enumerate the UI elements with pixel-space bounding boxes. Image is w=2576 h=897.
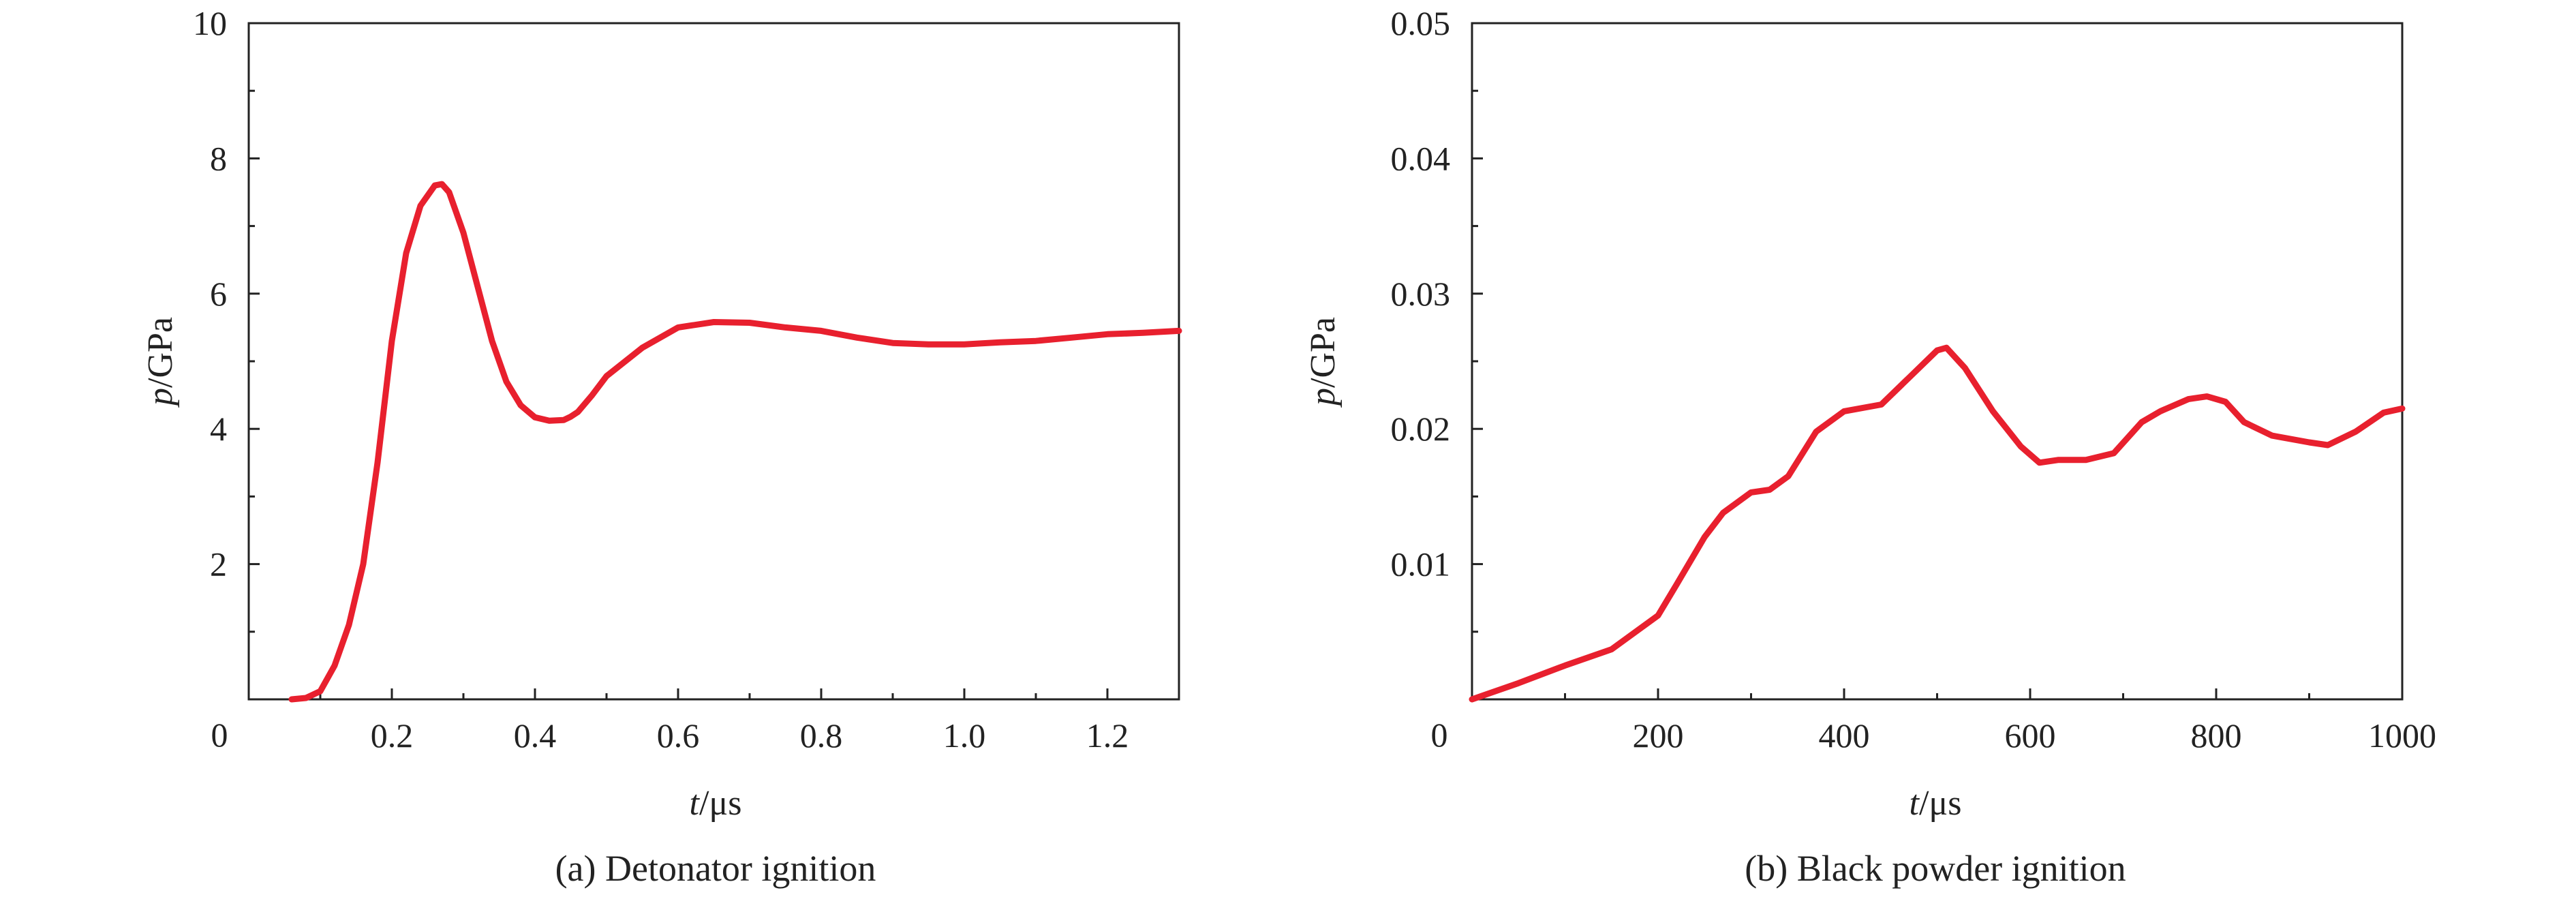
- x-tick-label-a-0: 0.2: [371, 716, 414, 755]
- caption-b: (b) Black powder ignition: [1745, 848, 2126, 889]
- y-axis-var-b: p: [1304, 388, 1343, 408]
- y-tick-label-a-2: 6: [210, 275, 227, 313]
- tick-labels-b: 200 400 600 800 1000 0.01 0.02 0.03 0.04 0.05: [1391, 4, 2437, 755]
- x-tick-label-a-4: 1.0: [943, 716, 986, 755]
- x-tick-label-a-3: 0.8: [800, 716, 843, 755]
- y-tick-label-a-4: 10: [193, 4, 227, 42]
- tick-marks-a: [249, 22, 1109, 699]
- y-tick-label-b-3: 0.04: [1391, 139, 1451, 177]
- series-line-b: [1469, 344, 2406, 703]
- y-axis-title-b: p/GPa: [1304, 317, 1343, 408]
- y-tick-label-a-3: 8: [210, 139, 227, 177]
- y-tick-label-a-1: 4: [210, 410, 227, 448]
- x-axis-var-b: t: [1909, 784, 1920, 823]
- panel-a: 0.2 0.4 0.6 0.8 1.0 1.2 2 4 6 8 10 0 p/GPa t/μs (a…: [141, 4, 1182, 889]
- y-axis-title-a: p/GPa: [141, 317, 180, 408]
- y-tick-label-b-0: 0.01: [1391, 545, 1451, 583]
- x-axis-unit-b: /μs: [1919, 784, 1962, 823]
- caption-a: (a) Detonator ignition: [555, 848, 876, 889]
- y-tick-label-a-0: 2: [210, 545, 227, 583]
- y-tick-label-b-2: 0.03: [1391, 275, 1451, 313]
- x-axis-unit-a: /μs: [699, 784, 742, 823]
- tick-labels-a: 0.2 0.4 0.6 0.8 1.0 1.2 2 4 6 8 10: [193, 4, 1129, 755]
- x-tick-label-b-2: 600: [2005, 716, 2056, 755]
- x-tick-label-b-3: 800: [2191, 716, 2242, 755]
- series-line-a: [288, 181, 1182, 703]
- x-tick-label-a-5: 1.2: [1086, 716, 1129, 755]
- x-tick-label-a-2: 0.6: [657, 716, 700, 755]
- origin-label-a: 0: [211, 716, 228, 754]
- x-tick-label-b-4: 1000: [2368, 716, 2436, 755]
- y-tick-label-b-1: 0.02: [1391, 410, 1451, 448]
- x-tick-label-a-1: 0.4: [514, 716, 557, 755]
- y-axis-unit-b: /GPa: [1304, 317, 1343, 388]
- tick-marks-b: [1472, 22, 2404, 699]
- x-axis-title-a: t/μs: [689, 784, 741, 823]
- y-tick-label-b-4: 0.05: [1391, 4, 1451, 42]
- x-axis-var-a: t: [689, 784, 700, 823]
- x-tick-label-b-0: 200: [1633, 716, 1684, 755]
- x-axis-title-b: t/μs: [1909, 784, 1961, 823]
- x-tick-label-b-1: 400: [1819, 716, 1870, 755]
- origin-label-b: 0: [1431, 716, 1448, 754]
- plot-frame-b: [1471, 22, 2404, 701]
- panel-b: 200 400 600 800 1000 0.01 0.02 0.03 0.04 0.05 0 p…: [1304, 4, 2436, 889]
- y-axis-var-a: p: [141, 388, 180, 408]
- y-axis-unit-a: /GPa: [141, 317, 180, 388]
